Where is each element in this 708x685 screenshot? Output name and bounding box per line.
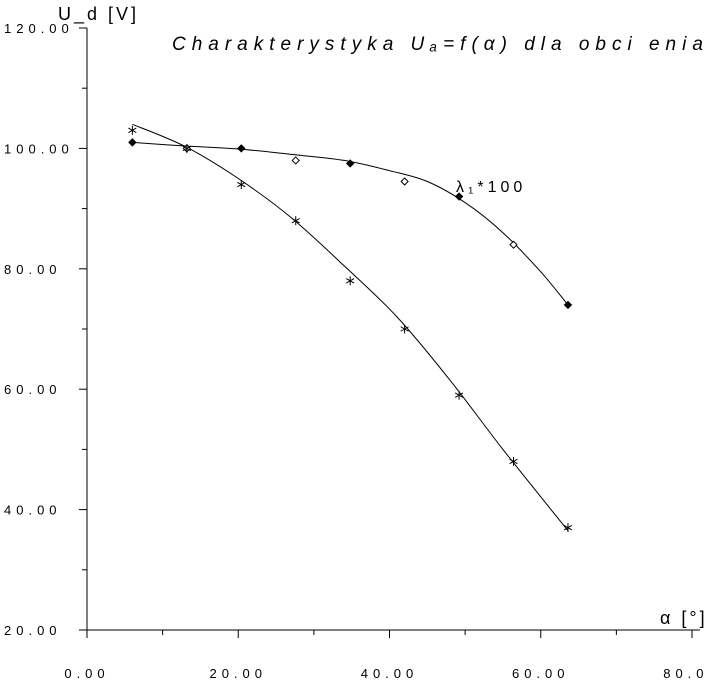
asterisk-marker [128, 125, 137, 135]
asterisk-stroke [128, 127, 137, 134]
y-tick-label: 80.00 [4, 262, 62, 277]
y-tick-label: 100.00 [4, 141, 74, 156]
y-tick-label: 40.00 [4, 503, 62, 518]
diamond-marker [454, 192, 464, 201]
asterisk-marker [237, 180, 246, 190]
diamond-marker [563, 300, 573, 310]
asterisk-stroke [400, 326, 409, 332]
asterisk-marker [346, 276, 355, 286]
asterisk-marker [291, 216, 300, 226]
diamond-marker [291, 156, 300, 165]
asterisk-marker [400, 324, 409, 334]
asterisk-marker [509, 456, 518, 466]
asterisk-stroke [237, 181, 246, 188]
y-tick-label: 20.00 [4, 623, 62, 638]
annotation-label: λ₁*100 [456, 179, 526, 196]
asterisk-marker [182, 143, 191, 153]
x-tick-label: 20.00 [209, 666, 267, 681]
diamond-marker [400, 177, 409, 186]
diamond-marker [128, 138, 137, 147]
data-markers [128, 125, 573, 533]
asterisk-marker [454, 390, 464, 400]
asterisk-marker [563, 523, 573, 533]
x-tick-label: 0.00 [64, 666, 109, 681]
fit-curve-2 [132, 123, 569, 532]
diamond-marker [237, 144, 246, 153]
asterisk-stroke [291, 217, 300, 224]
asterisk-stroke [346, 278, 355, 284]
x-tick-label: 60.00 [512, 666, 570, 681]
chart-title: Charakterystyka Uₐ=f(α) dla obci enia RL [172, 34, 708, 55]
diamond-marker [345, 159, 355, 168]
diamond-marker [509, 240, 518, 249]
x-tick-label: 80.00 [663, 666, 708, 681]
y-axis-title: U_d [V] [58, 4, 139, 25]
x-axis-title: α [°] [660, 608, 708, 628]
asterisk-stroke [182, 145, 191, 152]
asterisk-stroke [454, 392, 464, 398]
x-axis-ticks: 0.00 20.00 40.00 60.00 80.00 [64, 630, 708, 681]
asterisk-stroke [563, 524, 573, 531]
axes [86, 28, 700, 631]
y-axis-ticks: 20.00 40.00 60.00 80.00 100.00 120.00 [4, 21, 87, 638]
x-tick-label: 40.00 [361, 666, 419, 681]
asterisk-stroke [509, 458, 518, 465]
y-tick-label: 60.00 [4, 382, 62, 397]
y-tick-label: 120.00 [4, 21, 74, 36]
